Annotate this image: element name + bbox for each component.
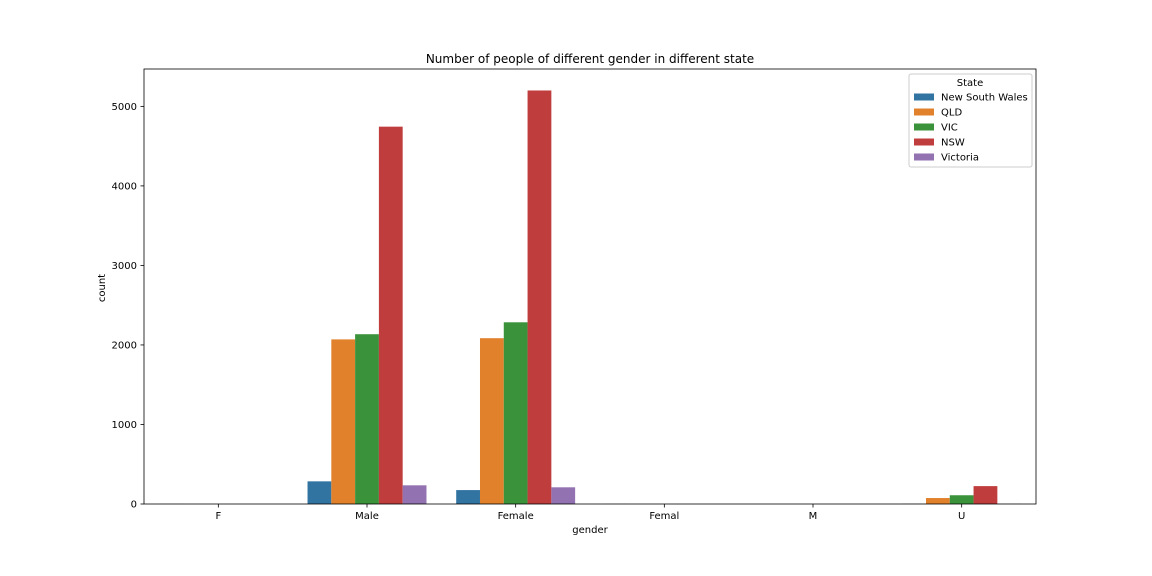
bar-female-qld — [479, 338, 504, 504]
legend-items: New South Wales QLD VIC NSW Victoria — [914, 93, 1028, 164]
x-tick-label: M — [809, 511, 818, 522]
legend-label: NSW — [941, 138, 965, 149]
legend-swatch — [914, 93, 934, 101]
legend-swatch — [914, 153, 934, 161]
y-tick-label: 1000 — [112, 420, 137, 431]
bar-male-nsw — [378, 126, 403, 504]
bar-male-vic — [355, 334, 379, 504]
y-axis-label: count — [97, 274, 108, 302]
plot-frame — [143, 68, 1037, 505]
legend-swatch — [914, 123, 934, 131]
x-tick-label: Male — [355, 511, 379, 522]
y-tick-label: 0 — [131, 500, 137, 511]
bar-male-qld — [331, 339, 356, 504]
legend-label: VIC — [941, 123, 958, 134]
legend-label: Victoria — [941, 153, 979, 164]
bar-u-vic — [949, 495, 974, 504]
bars-layer — [158, 90, 1022, 504]
y-tick-label: 4000 — [112, 181, 137, 192]
bar-u-nsw — [973, 486, 998, 504]
y-tick-label: 5000 — [112, 102, 137, 113]
legend: State New South Wales QLD VIC NSW Victoria — [908, 73, 1033, 168]
x-tick-label: Femal — [649, 511, 679, 522]
bar-female-vic — [503, 322, 528, 504]
bar-female-victoria — [551, 487, 576, 504]
x-axis: F Male Female Femal M U — [215, 504, 965, 522]
legend-label: QLD — [941, 108, 962, 119]
legend-title: State — [957, 78, 983, 89]
x-axis-label: gender — [572, 525, 608, 536]
y-tick-label: 3000 — [112, 261, 137, 272]
legend-box — [908, 73, 1033, 168]
x-tick-label: Female — [498, 511, 534, 522]
y-axis: 0 1000 2000 3000 4000 5000 — [112, 102, 144, 511]
x-tick-label: F — [215, 511, 221, 522]
bar-female-new-south-wales — [456, 490, 480, 504]
x-tick-label: U — [958, 511, 965, 522]
bar-female-nsw — [527, 90, 552, 504]
chart-title: Number of people of different gender in … — [426, 52, 754, 66]
bar-male-victoria — [402, 485, 427, 504]
bar-male-new-south-wales — [307, 481, 332, 504]
bar-u-qld — [925, 498, 950, 504]
legend-swatch — [914, 108, 934, 116]
y-tick-label: 2000 — [112, 340, 137, 351]
legend-swatch — [914, 138, 934, 146]
legend-label: New South Wales — [941, 93, 1028, 104]
